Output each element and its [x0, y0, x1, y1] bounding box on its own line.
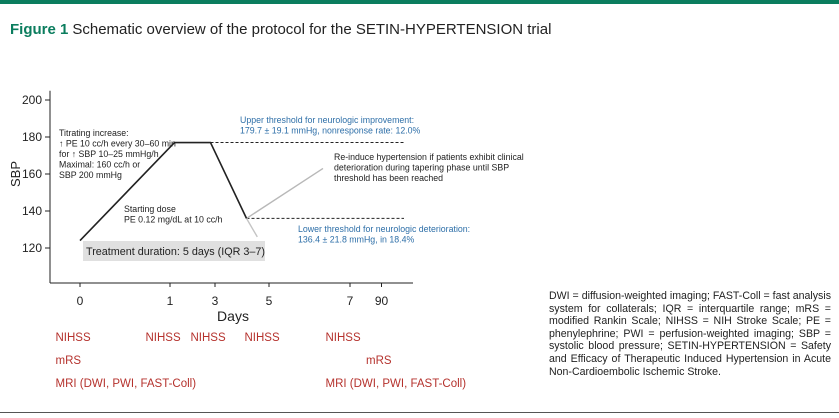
assessment-label: MRI (DWI, PWI, FAST-Coll) — [326, 378, 467, 390]
upper-threshold-annotation-line: 179.7 ± 19.1 mmHg, nonresponse rate: 12.… — [240, 126, 421, 136]
titrating-annotation-line: ↑ PE 10 cc/h every 30–60 min — [59, 139, 176, 149]
bp-curve-line — [79, 141, 248, 242]
x-tick-label: 7 — [347, 294, 354, 308]
assessment-label: mRS — [366, 355, 392, 367]
y-tick-label: 140 — [22, 204, 42, 218]
titrating-annotation-line: Maximal: 160 cc/h or — [59, 160, 140, 170]
assessment-label: mRS — [56, 355, 82, 367]
reinduce-line — [246, 167, 324, 219]
y-axis-label: SBP — [8, 161, 23, 187]
figure-title: Figure 1 Schematic overview of the protoc… — [10, 21, 551, 38]
lower-threshold-annotation-line: Lower threshold for neurologic deteriora… — [298, 224, 470, 234]
duration-box — [83, 241, 265, 261]
reinduce-annotation-line: Re-induce hypertension if patients exhib… — [334, 152, 524, 162]
assessment-label: NIHSS — [56, 332, 91, 344]
y-tick-label: 180 — [22, 130, 42, 144]
assessment-label: MRI (DWI, PWI, FAST-Coll) — [56, 378, 197, 390]
y-tick-label: 160 — [22, 167, 42, 181]
x-tick-label: 0 — [77, 294, 84, 308]
titrating-annotation-line: SBP 200 mmHg — [59, 170, 122, 180]
upper-threshold-annotation-line: Upper threshold for neurologic improveme… — [240, 115, 414, 125]
bottom-rule — [0, 412, 839, 413]
assessment-label: NIHSS — [191, 332, 226, 344]
lower-threshold-annotation-line: 136.4 ± 21.8 mmHg, in 18.4% — [298, 235, 414, 245]
reinduce-annotation-line: deterioration during tapering phase unti… — [334, 163, 509, 173]
duration-label: Treatment duration: 5 days (IQR 3–7) — [86, 246, 265, 258]
top-rule — [0, 0, 839, 4]
faded-taper-line — [245, 218, 258, 238]
y-tick-label: 120 — [22, 241, 42, 255]
x-tick-label: 5 — [266, 294, 273, 308]
assessment-label: NIHSS — [245, 332, 280, 344]
assessment-label: NIHSS — [326, 332, 361, 344]
figure-number: Figure 1 — [10, 21, 69, 38]
y-tick-label: 200 — [22, 93, 42, 107]
x-tick-label: 1 — [167, 294, 174, 308]
x-axis-label: Days — [217, 308, 249, 324]
figure-title-text: Schematic overview of the protocol for t… — [72, 21, 552, 38]
abbreviations-note: DWI = diffusion-weighted imaging; FAST-C… — [549, 290, 831, 378]
assessment-label: NIHSS — [146, 332, 181, 344]
titrating-annotation-line: Titrating increase: — [59, 128, 129, 138]
starting-dose-annotation-line: PE 0.12 mg/dL at 10 cc/h — [124, 215, 223, 225]
titrating-annotation-line: for ↑ SBP 10–25 mmHg/h — [59, 149, 159, 159]
starting-dose-annotation-line: Starting dose — [124, 204, 176, 214]
reinduce-annotation-line: threshold has been reached — [334, 173, 443, 183]
x-tick-label: 3 — [212, 294, 219, 308]
x-tick-label: 90 — [375, 294, 389, 308]
